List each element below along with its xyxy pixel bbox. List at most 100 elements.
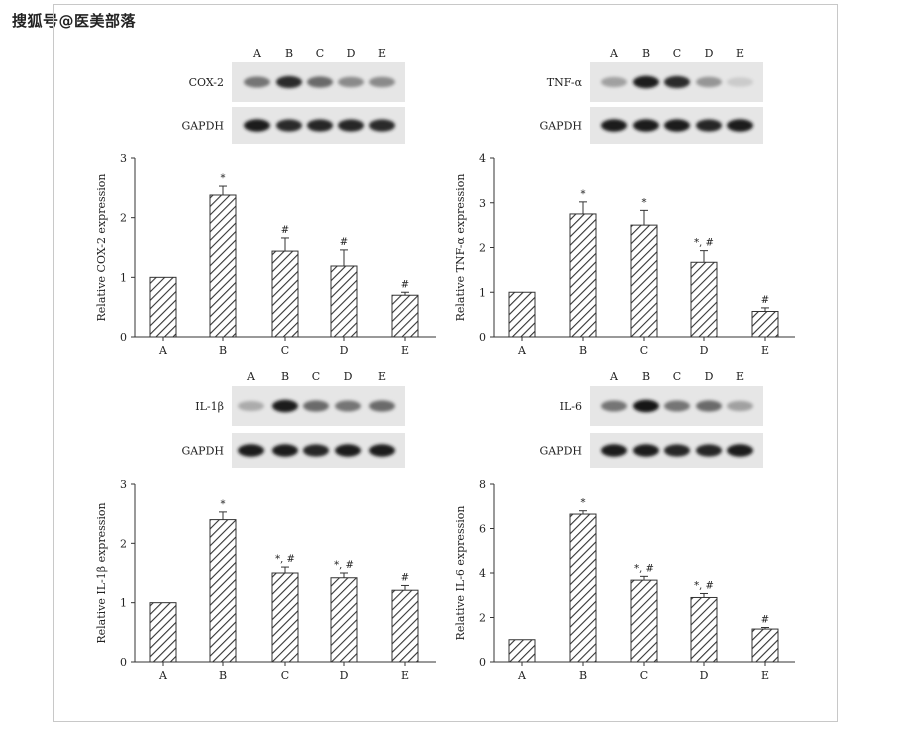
bar <box>209 519 237 663</box>
x-tick-label: D <box>340 344 349 357</box>
blot-target-band <box>601 76 627 88</box>
blot-lane-label: A <box>246 370 256 383</box>
y-tick-label: 8 <box>479 478 486 491</box>
blot-lane-label: C <box>316 47 324 60</box>
bar <box>330 577 358 663</box>
blot-lane-label: E <box>736 370 744 383</box>
panel-il6: A B C D E IL-6 GAPDH 0 2 4 6 8 Relative IL-6 express… <box>454 370 795 682</box>
blot-lane-label: B <box>642 370 650 383</box>
blot-gapdh-band <box>633 119 659 132</box>
bar <box>690 596 718 663</box>
panel-tnf: A B C D E TNF-α GAPDH 0 1 2 3 4 Relative TNF-α expre… <box>454 47 795 357</box>
x-tick-label: C <box>640 344 648 357</box>
x-tick-label: C <box>281 669 289 682</box>
blot-target-label: IL-6 <box>560 400 582 413</box>
x-tick-label: E <box>401 344 409 357</box>
blot-target-band <box>244 76 270 88</box>
y-axis-title: Relative IL-1β expression <box>95 502 108 643</box>
bar <box>391 294 419 338</box>
x-tick-label: E <box>761 669 769 682</box>
blot-gapdh-label: GAPDH <box>181 120 224 133</box>
blot-gapdh-band <box>276 119 302 132</box>
blot-lane-label: D <box>347 47 356 60</box>
significance-label: *, # <box>694 580 714 591</box>
blot-target-band <box>369 400 395 412</box>
bar <box>630 579 658 663</box>
y-tick-label: 2 <box>479 242 486 255</box>
significance-label: * <box>581 498 586 509</box>
significance-label: # <box>340 237 348 248</box>
y-tick-label: 6 <box>479 523 486 536</box>
bar <box>569 513 597 663</box>
significance-label: *, # <box>634 563 654 574</box>
blot-gapdh <box>232 107 405 144</box>
blot-lane-label: B <box>642 47 650 60</box>
x-tick-label: A <box>158 669 168 682</box>
blot-target-band <box>664 75 690 89</box>
blot-gapdh-band <box>272 444 298 457</box>
y-tick-label: 4 <box>479 152 486 165</box>
x-tick-label: A <box>517 344 527 357</box>
blot-lane-label: A <box>609 370 619 383</box>
blot-gapdh <box>232 433 405 468</box>
blot-target <box>590 386 763 426</box>
blot-gapdh-band <box>369 444 395 457</box>
blot-target-band <box>272 399 298 413</box>
blot-target-band <box>633 75 659 89</box>
x-tick-label: A <box>158 344 168 357</box>
blot-gapdh-band <box>727 444 753 457</box>
y-tick-label: 0 <box>120 331 127 344</box>
bar <box>149 602 177 663</box>
significance-label: *, # <box>694 238 714 249</box>
blot-lane-label: D <box>344 370 353 383</box>
bar <box>751 628 779 663</box>
blot-lane-label: A <box>252 47 262 60</box>
significance-label: *, # <box>275 554 295 565</box>
x-tick-label: B <box>579 669 587 682</box>
blot-lane-label: C <box>312 370 320 383</box>
blot-gapdh-band <box>664 119 690 132</box>
blot-gapdh-band <box>601 119 627 132</box>
y-tick-label: 0 <box>120 656 127 669</box>
blot-target <box>590 62 763 102</box>
blot-target <box>232 62 405 102</box>
figure-frame <box>53 4 838 722</box>
blot-target-label: COX-2 <box>189 76 224 89</box>
blot-lane-label: C <box>673 47 681 60</box>
blot-target-band <box>303 400 329 412</box>
blot-target-band <box>276 75 302 89</box>
blot-lane-label: D <box>705 47 714 60</box>
blot-gapdh-band <box>238 444 264 457</box>
y-axis-title: Relative COX-2 expression <box>95 174 108 322</box>
y-tick-label: 3 <box>120 478 127 491</box>
bar <box>508 291 536 338</box>
bar <box>630 224 658 338</box>
blot-gapdh-band <box>307 119 333 132</box>
blot-gapdh-label: GAPDH <box>539 445 582 458</box>
significance-label: *, # <box>334 560 354 571</box>
blot-gapdh-band <box>696 444 722 457</box>
blot-target-label: TNF-α <box>547 76 583 89</box>
blot-target-band <box>238 400 264 412</box>
bar <box>508 639 536 663</box>
blot-lane-label: A <box>609 47 619 60</box>
x-tick-label: D <box>340 669 349 682</box>
blot-target-band <box>696 400 722 412</box>
blot-gapdh-band <box>244 119 270 132</box>
blot-target-label: IL-1β <box>195 400 224 413</box>
y-tick-label: 3 <box>120 152 127 165</box>
blot-lane-label: E <box>736 47 744 60</box>
blot-target-band <box>633 399 659 413</box>
blot-gapdh-band <box>303 444 329 457</box>
blot-lane-label: B <box>285 47 293 60</box>
blot-lane-label: B <box>281 370 289 383</box>
x-tick-label: D <box>700 344 709 357</box>
bar <box>751 310 779 338</box>
blot-gapdh-label: GAPDH <box>181 445 224 458</box>
x-tick-label: B <box>579 344 587 357</box>
x-tick-label: C <box>281 344 289 357</box>
panel-il1: A B C D E IL-1β GAPDH 0 1 2 3 Relative IL-1β expres… <box>95 370 436 682</box>
y-tick-label: 0 <box>479 656 486 669</box>
bar <box>149 276 177 338</box>
